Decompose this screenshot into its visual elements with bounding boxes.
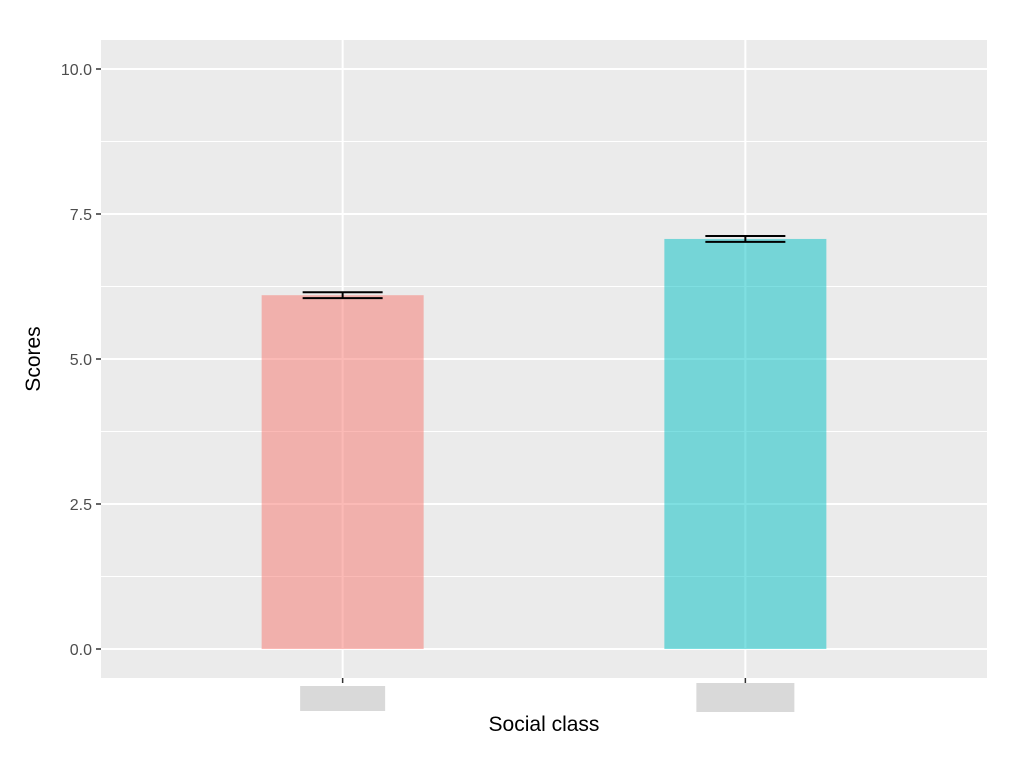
x-axis-title: Social class — [489, 713, 600, 736]
x-category-label-redacted — [300, 686, 386, 711]
y-tick-label: 2.5 — [70, 497, 92, 514]
y-tick-label: 10.0 — [61, 62, 92, 79]
y-axis-title: Scores — [22, 326, 45, 391]
error-bar — [302, 291, 383, 300]
y-axis: 0.0 2.5 5.0 7.5 10.0 — [61, 62, 101, 659]
bar — [261, 295, 424, 649]
y-tick-label: 5.0 — [70, 352, 92, 369]
bar — [664, 238, 827, 649]
y-tick-label: 0.0 — [70, 642, 92, 659]
x-axis — [300, 678, 795, 712]
error-bars — [302, 235, 786, 300]
error-bar — [705, 235, 786, 243]
minor-gridlines — [101, 141, 987, 577]
bars — [261, 238, 827, 649]
y-tick-label: 7.5 — [70, 207, 92, 224]
x-category-label-redacted — [696, 683, 795, 712]
